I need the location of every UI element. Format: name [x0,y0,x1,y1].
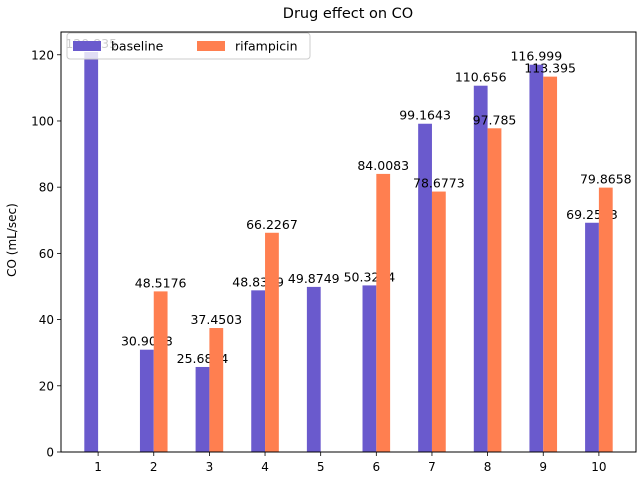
bar-rifampicin-3 [209,328,224,452]
bar-value-label: 110.656 [455,70,507,85]
y-axis-label: CO (mL/sec) [5,203,19,277]
bar-rifampicin-2 [153,291,168,452]
bar-baseline-3 [195,366,210,452]
bar-value-label: 48.5176 [135,275,187,290]
x-tick-label: 4 [261,460,269,474]
legend-swatch-rifampicin [197,41,225,51]
plot-area: 120.83530.902825.686448.835949.874950.32… [31,31,637,474]
bar-value-label: 78.6773 [413,176,465,191]
y-tick-label: 80 [39,181,54,195]
bar-value-label: 113.395 [524,61,576,76]
bar-rifampicin-9 [543,76,558,452]
axes-frame [60,31,637,453]
bar-value-label: 79.8658 [580,172,632,187]
x-tick-label: 8 [484,460,492,474]
x-tick-label: 3 [206,460,214,474]
legend-label-baseline: baseline [111,39,164,54]
bar-baseline-9 [529,64,544,452]
bar-value-label: 66.2267 [246,217,298,232]
bar-rifampicin-8 [487,128,502,453]
x-tick-label: 2 [150,460,158,474]
bar-value-label: 97.785 [473,112,517,127]
bar-rifampicin-10 [598,187,613,452]
legend: baseline rifampicin [66,32,311,60]
bar-baseline-5 [306,286,321,452]
x-tick-label: 5 [317,460,325,474]
x-tick-label: 10 [591,460,606,474]
y-tick-label: 100 [31,114,54,128]
x-tick-label: 6 [373,460,381,474]
bar-baseline-7 [418,123,432,453]
bar-value-label: 99.1643 [399,108,451,123]
bar-baseline-8 [473,85,488,452]
y-tick-label: 120 [31,48,54,62]
y-tick-label: 40 [39,313,54,327]
x-tick-label: 9 [539,460,547,474]
bar-rifampicin-4 [265,232,279,452]
y-tick-label: 60 [39,247,54,261]
x-tick-label: 1 [94,460,102,474]
bar-baseline-4 [251,290,266,452]
y-tick-label: 0 [46,446,54,460]
x-tick-label: 7 [428,460,436,474]
bar-value-label: 116.999 [510,49,562,64]
y-tick-label: 20 [39,379,54,393]
chart-title: Drug effect on CO [283,6,413,22]
bar-rifampicin-6 [376,173,391,452]
bar-rifampicin-7 [431,191,446,452]
legend-box [66,32,311,60]
legend-swatch-baseline [73,41,101,51]
bar-value-label: 49.8749 [288,271,340,286]
bar-baseline-2 [139,349,154,452]
bar-baseline-10 [585,222,599,452]
bar-value-label: 84.0083 [357,158,409,173]
bar-baseline-1 [84,52,99,452]
bar-baseline-6 [362,285,377,452]
bar-value-label: 37.4503 [190,312,242,327]
legend-label-rifampicin: rifampicin [235,39,298,54]
